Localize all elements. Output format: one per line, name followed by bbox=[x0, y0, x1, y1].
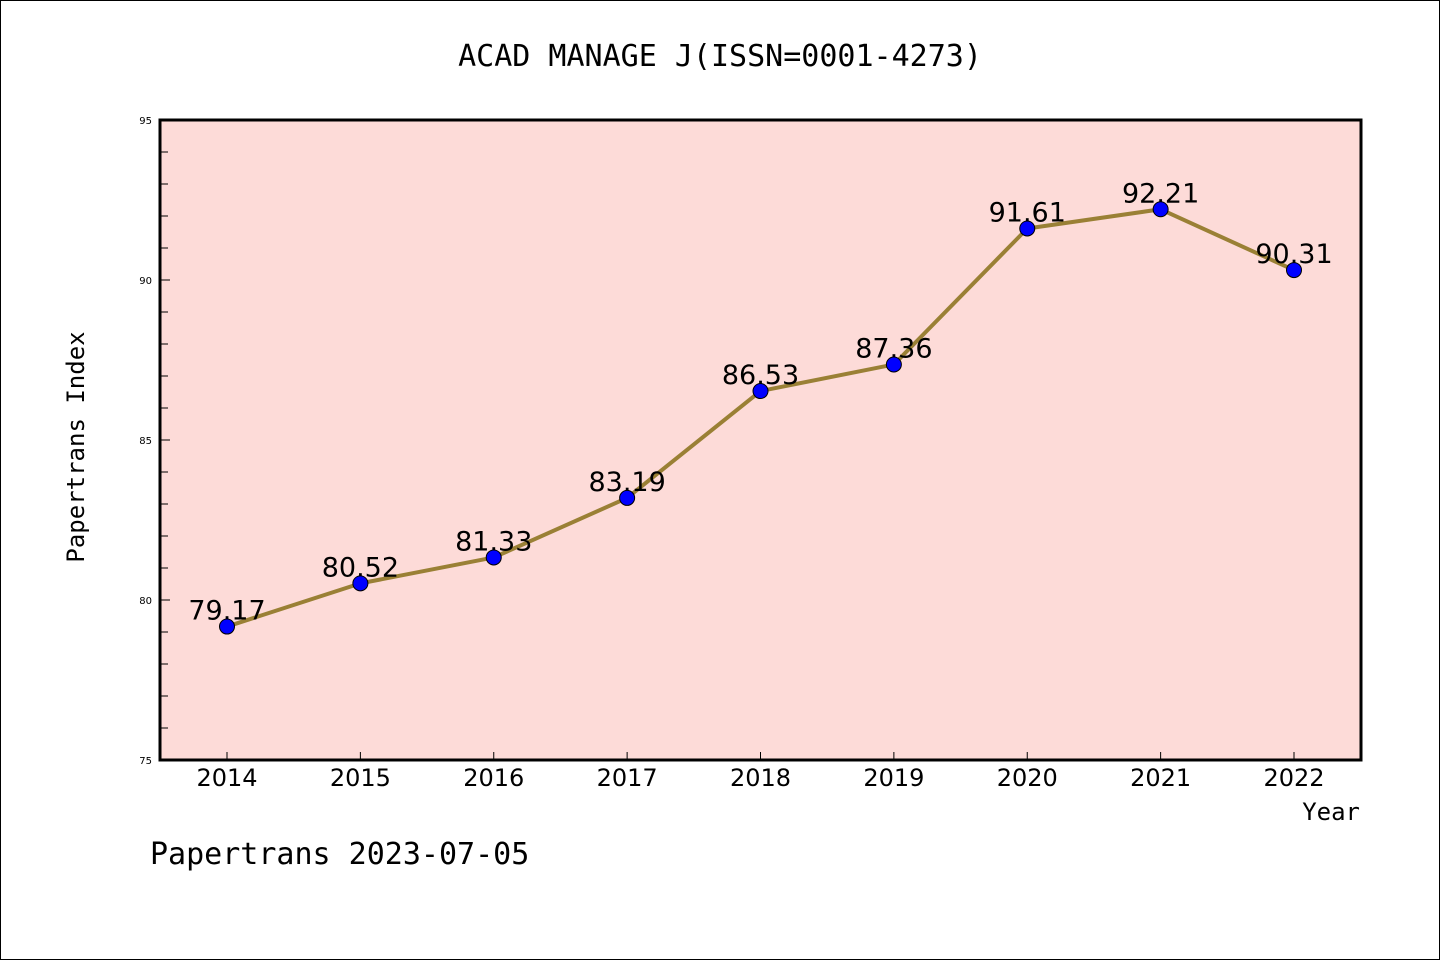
data-point bbox=[1286, 262, 1302, 279]
x-tick-label: 2019 bbox=[863, 764, 924, 792]
plot-border bbox=[158, 118, 1363, 762]
data-point bbox=[352, 575, 369, 592]
y-tick-label: 75 bbox=[139, 756, 152, 767]
series-layer: 79.1780.5281.3383.1986.5387.3691.6192.21… bbox=[188, 178, 1333, 635]
data-point bbox=[619, 489, 636, 506]
x-tick-label: 2018 bbox=[730, 764, 791, 792]
data-point bbox=[1152, 201, 1169, 218]
x-tick-label: 2015 bbox=[330, 764, 391, 792]
x-tick-label: 2022 bbox=[1263, 764, 1324, 792]
data-point bbox=[485, 549, 502, 566]
y-tick-label: 95 bbox=[139, 116, 152, 127]
data-point bbox=[1019, 220, 1036, 237]
x-tick-label: 2021 bbox=[1130, 764, 1191, 792]
y-axis-label: Papertrans Index bbox=[62, 331, 90, 562]
plot-area bbox=[160, 120, 1361, 760]
x-tick-label: 2020 bbox=[997, 764, 1058, 792]
x-axis-label: Year bbox=[1302, 798, 1360, 826]
data-point bbox=[885, 356, 902, 373]
x-tick-label: 2014 bbox=[196, 764, 257, 792]
chart-title: ACAD MANAGE J(ISSN=0001-4273) bbox=[458, 39, 982, 74]
y-tick-label: 90 bbox=[139, 276, 152, 287]
y-tick-label: 85 bbox=[139, 436, 152, 447]
footer-date: Papertrans 2023-07-05 bbox=[150, 837, 529, 872]
y-tick-label: 80 bbox=[139, 596, 152, 607]
data-point bbox=[752, 383, 769, 400]
x-tick-label: 2017 bbox=[597, 764, 658, 792]
x-axis: 2014 2015 2016 2017 2018 2019 2020 2021 2022 bbox=[196, 752, 1325, 792]
x-tick-label: 2016 bbox=[463, 764, 524, 792]
data-point bbox=[219, 618, 235, 635]
